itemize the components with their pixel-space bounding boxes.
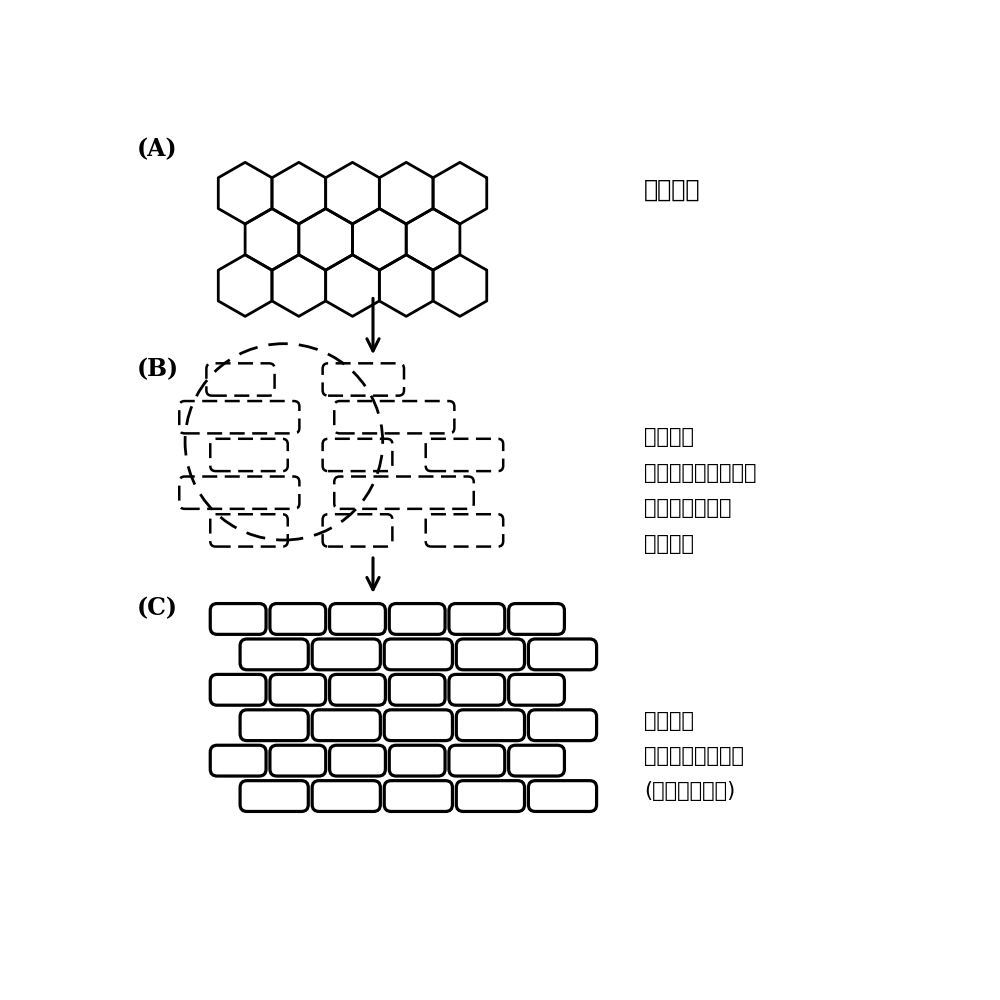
Text: 各向同性: 各向同性 <box>644 177 701 201</box>
FancyBboxPatch shape <box>240 639 308 670</box>
FancyBboxPatch shape <box>210 604 266 634</box>
FancyBboxPatch shape <box>449 604 505 634</box>
FancyBboxPatch shape <box>330 604 385 634</box>
Text: 结晶间的磁耦合: 结晶间的磁耦合 <box>644 498 732 518</box>
FancyBboxPatch shape <box>528 781 597 811</box>
FancyBboxPatch shape <box>456 710 525 741</box>
FancyBboxPatch shape <box>456 639 525 670</box>
FancyBboxPatch shape <box>312 781 380 811</box>
Text: 反转单位的微细化: 反转单位的微细化 <box>644 746 744 766</box>
FancyBboxPatch shape <box>456 781 525 811</box>
Text: 内部应力: 内部应力 <box>644 534 694 554</box>
FancyBboxPatch shape <box>270 674 326 705</box>
FancyBboxPatch shape <box>389 745 445 776</box>
FancyBboxPatch shape <box>509 674 564 705</box>
FancyBboxPatch shape <box>270 745 326 776</box>
FancyBboxPatch shape <box>389 604 445 634</box>
FancyBboxPatch shape <box>528 639 597 670</box>
FancyBboxPatch shape <box>270 604 326 634</box>
Text: 各向异性: 各向异性 <box>644 711 694 731</box>
Text: 因变形引起的粗大化: 因变形引起的粗大化 <box>644 463 757 483</box>
FancyBboxPatch shape <box>509 745 564 776</box>
FancyBboxPatch shape <box>384 781 452 811</box>
Text: (B): (B) <box>137 357 179 381</box>
FancyBboxPatch shape <box>509 604 564 634</box>
FancyBboxPatch shape <box>389 674 445 705</box>
FancyBboxPatch shape <box>312 710 380 741</box>
FancyBboxPatch shape <box>528 710 597 741</box>
Text: (A): (A) <box>137 137 177 161</box>
FancyBboxPatch shape <box>312 639 380 670</box>
FancyBboxPatch shape <box>449 674 505 705</box>
FancyBboxPatch shape <box>449 745 505 776</box>
FancyBboxPatch shape <box>384 639 452 670</box>
FancyBboxPatch shape <box>330 745 385 776</box>
FancyBboxPatch shape <box>240 781 308 811</box>
FancyBboxPatch shape <box>240 710 308 741</box>
FancyBboxPatch shape <box>330 674 385 705</box>
Text: 各向异性: 各向异性 <box>644 427 694 447</box>
FancyBboxPatch shape <box>384 710 452 741</box>
Text: (磁分开性提高): (磁分开性提高) <box>644 781 736 801</box>
FancyBboxPatch shape <box>210 745 266 776</box>
FancyBboxPatch shape <box>210 674 266 705</box>
Text: (C): (C) <box>137 596 178 620</box>
